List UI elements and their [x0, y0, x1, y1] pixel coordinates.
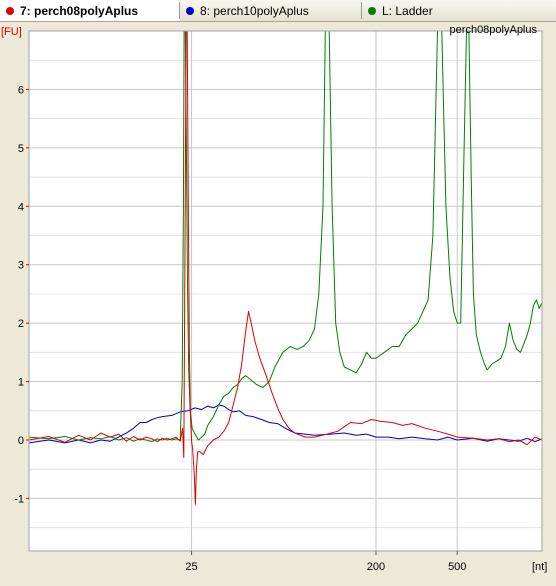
series-color-dot-icon — [6, 6, 14, 15]
tab-sample-8[interactable]: 8: perch10polyAplus — [180, 0, 362, 21]
y-axis-label: [FU] — [1, 26, 22, 38]
y-tick-label: 4 — [18, 201, 24, 213]
x-tick-label: 25 — [185, 561, 197, 573]
plot-area — [29, 31, 542, 551]
series-line-0 — [28, 30, 543, 505]
y-tick-label: -1 — [14, 493, 24, 505]
x-tick-label: 500 — [448, 561, 466, 573]
tab-bar: 7: perch08polyAplus 8: perch10polyAplus … — [0, 0, 556, 22]
electropherogram-chart: -1 0 1 2 3 4 5 6 25 200 500 [FU] [nt] perch08poly… — [1, 24, 547, 573]
x-tick-label: 200 — [367, 561, 385, 573]
y-tick-labels: -1 0 1 2 3 4 5 6 — [14, 84, 29, 505]
y-tick-label: 1 — [18, 377, 24, 389]
tab-sample-7[interactable]: 7: perch08polyAplus — [0, 0, 180, 21]
tab-label: 7: perch08polyAplus — [20, 3, 139, 18]
series-color-dot-icon — [368, 6, 376, 15]
y-tick-label: 5 — [18, 143, 24, 155]
y-tick-label: 3 — [18, 260, 24, 272]
vertical-gridlines — [191, 31, 458, 551]
plot-frame — [28, 30, 543, 552]
x-tick-labels: 25 200 500 — [185, 551, 466, 573]
y-tick-label: 6 — [18, 84, 24, 96]
tab-label: 8: perch10polyAplus — [200, 3, 309, 18]
tab-ladder[interactable]: L: Ladder — [362, 0, 556, 21]
series-line-1 — [28, 404, 543, 444]
series-lines — [28, 30, 543, 505]
y-tick-label: 0 — [18, 435, 24, 447]
tab-label: L: Ladder — [382, 3, 433, 18]
x-axis-label: [nt] — [532, 561, 547, 573]
series-color-dot-icon — [186, 6, 194, 15]
sample-name-label: perch08polyAplus — [450, 24, 538, 36]
y-tick-label: 2 — [18, 318, 24, 330]
horizontal-gridlines — [29, 59, 542, 529]
